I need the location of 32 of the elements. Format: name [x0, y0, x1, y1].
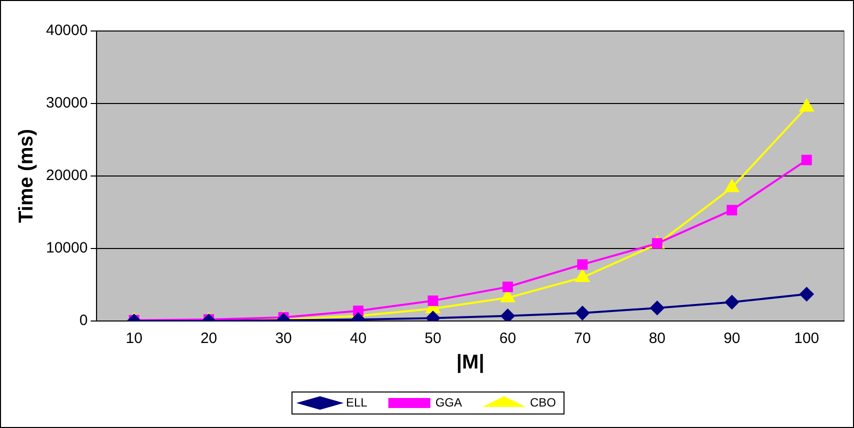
point: [726, 204, 738, 216]
point: [575, 306, 590, 320]
point: [724, 295, 739, 310]
point: [428, 295, 438, 306]
point: [500, 308, 515, 321]
y-tick-label: 20000: [46, 167, 88, 184]
y-tick-label: 10000: [46, 240, 88, 257]
x-tick-label: 50: [424, 330, 442, 348]
point: [650, 300, 664, 315]
point: [577, 259, 588, 270]
x-tick-label: 70: [574, 330, 591, 348]
x-tick-label: 20: [200, 330, 218, 348]
legend-label: ELL: [346, 395, 368, 410]
point: [575, 270, 590, 282]
point: [502, 282, 513, 292]
x-axis-title: |M|: [456, 352, 484, 374]
y-axis-title: Time (ms): [16, 128, 38, 224]
y-tick-label: 0: [79, 312, 88, 330]
legend-label: GGA: [435, 395, 462, 410]
y-tick-label: 30000: [46, 94, 88, 112]
point: [800, 287, 814, 302]
legend-label: CBO: [530, 395, 556, 410]
x-tick-label: 40: [350, 330, 367, 348]
y-tick-label: 40000: [46, 22, 88, 40]
x-tick-label: 90: [724, 330, 740, 348]
point: [801, 154, 812, 166]
x-tick-label: 80: [648, 330, 666, 348]
x-tick-label: 100: [794, 330, 820, 348]
point: [724, 180, 739, 192]
x-tick-label: 30: [275, 330, 292, 348]
x-tick-label: 60: [499, 330, 516, 348]
x-tick-label: 10: [126, 330, 142, 348]
